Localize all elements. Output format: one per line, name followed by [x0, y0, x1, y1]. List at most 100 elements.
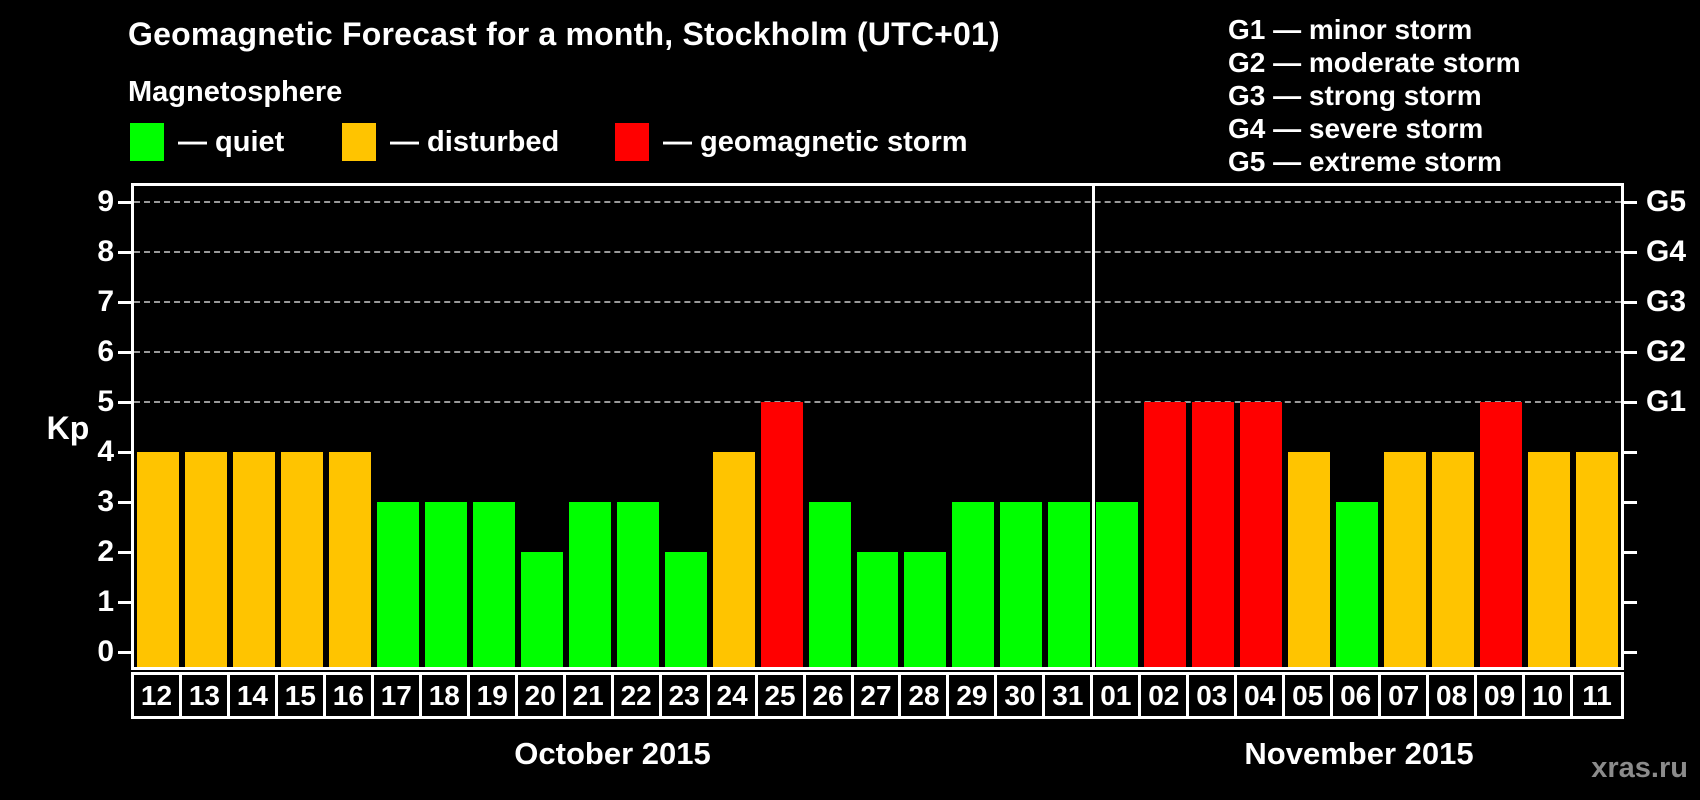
legend-label-storm: — geomagnetic storm [663, 125, 968, 158]
kp-bar-11 [1576, 452, 1618, 667]
legend-item-storm: — geomagnetic storm [615, 122, 968, 162]
y-tick-label-8: 8 [97, 235, 114, 268]
g-legend-line-g3: G3 — strong storm [1228, 80, 1482, 111]
day-label-25: 25 [758, 675, 806, 716]
right-axis-label-g1: G1 [1646, 385, 1687, 418]
month-caption-october: October 2015 [514, 736, 711, 771]
storm-color-swatch [615, 123, 649, 161]
right-tick-2 [1624, 550, 1637, 554]
kp-bar-27 [856, 552, 899, 667]
kp-bar-18 [424, 502, 467, 667]
day-label-23: 23 [662, 675, 710, 716]
y-tick-7 [118, 300, 131, 304]
y-tick-label-1: 1 [97, 585, 114, 618]
kp-bar-02 [1144, 402, 1187, 667]
day-label-27: 27 [854, 675, 902, 716]
y-tick-5 [118, 400, 131, 404]
gridline-kp9 [134, 201, 1621, 203]
kp-bar-28 [904, 552, 947, 667]
day-label-02: 02 [1141, 675, 1190, 716]
gridline-kp7 [134, 301, 1621, 303]
kp-bar-31 [1048, 502, 1091, 667]
gridline-kp6 [134, 351, 1621, 353]
kp-bar-22 [616, 502, 659, 667]
right-tick-8 [1624, 250, 1637, 254]
day-label-31: 31 [1045, 675, 1094, 716]
day-label-15: 15 [278, 675, 326, 716]
y-tick-6 [118, 350, 131, 354]
y-tick-label-3: 3 [97, 485, 114, 518]
y-tick-label-4: 4 [97, 435, 114, 468]
right-axis-label-g2: G2 [1646, 335, 1687, 368]
kp-bar-08 [1432, 452, 1475, 667]
right-tick-6 [1624, 350, 1637, 354]
day-label-08: 08 [1429, 675, 1478, 716]
magnetosphere-legend-heading: Magnetosphere [128, 76, 343, 108]
y-tick-9 [118, 200, 131, 204]
kp-bar-01 [1096, 502, 1139, 667]
page-title: Geomagnetic Forecast for a month, Stockh… [128, 16, 1000, 52]
right-axis-label-g4: G4 [1646, 235, 1687, 268]
day-label-04: 04 [1237, 675, 1286, 716]
right-tick-9 [1624, 200, 1637, 204]
quiet-color-swatch [130, 123, 164, 161]
day-label-19: 19 [470, 675, 518, 716]
y-axis-label: Kp [46, 410, 90, 446]
gridline-kp5 [134, 401, 1621, 403]
right-tick-3 [1624, 500, 1637, 504]
y-tick-8 [118, 250, 131, 254]
day-label-09: 09 [1477, 675, 1526, 716]
day-label-22: 22 [614, 675, 662, 716]
watermark: xras.ru [1591, 752, 1688, 784]
g-legend-line-g4: G4 — severe storm [1228, 113, 1484, 144]
day-label-28: 28 [901, 675, 950, 716]
kp-bar-14 [232, 452, 275, 667]
day-label-03: 03 [1189, 675, 1238, 716]
kp-bar-12 [137, 452, 179, 667]
kp-bar-09 [1480, 402, 1523, 667]
day-label-01: 01 [1093, 675, 1142, 716]
day-label-30: 30 [997, 675, 1046, 716]
g-legend-line-g2: G2 — moderate storm [1228, 47, 1521, 78]
plot-area [131, 183, 1624, 670]
y-tick-label-6: 6 [97, 335, 114, 368]
kp-bar-16 [328, 452, 371, 667]
y-tick-label-5: 5 [97, 385, 114, 418]
legend-item-disturbed: — disturbed [342, 122, 559, 162]
disturbed-color-swatch [342, 123, 376, 161]
day-label-24: 24 [710, 675, 758, 716]
kp-bar-03 [1192, 402, 1235, 667]
day-label-17: 17 [374, 675, 422, 716]
day-label-26: 26 [806, 675, 854, 716]
kp-bar-07 [1384, 452, 1427, 667]
day-label-11: 11 [1582, 679, 1612, 711]
right-tick-5 [1624, 400, 1637, 404]
kp-bar-20 [520, 552, 563, 667]
y-tick-label-7: 7 [97, 285, 114, 318]
y-tick-4 [118, 450, 131, 454]
y-tick-label-2: 2 [97, 535, 114, 568]
day-label-14: 14 [230, 675, 278, 716]
day-label-10: 10 [1525, 675, 1574, 716]
legend-item-quiet: — quiet [130, 122, 284, 162]
kp-bar-13 [184, 452, 227, 667]
month-caption-november: November 2015 [1244, 736, 1474, 771]
kp-bar-21 [568, 502, 611, 667]
kp-bar-04 [1240, 402, 1283, 667]
day-label-21: 21 [566, 675, 614, 716]
day-label-07: 07 [1381, 675, 1430, 716]
right-axis-label-g3: G3 [1646, 285, 1687, 318]
x-axis-day-labels: 12 13 14 15 16 17 18 19 20 21 22 23 24 25 26 27 28 29 30 31… [131, 672, 1624, 719]
kp-bar-29 [952, 502, 995, 667]
right-tick-7 [1624, 300, 1637, 304]
kp-bar-24 [712, 452, 755, 667]
right-tick-1 [1624, 600, 1637, 604]
kp-bar-23 [664, 552, 707, 667]
kp-bar-10 [1528, 452, 1571, 667]
y-tick-label-9: 9 [97, 185, 114, 218]
day-label-05: 05 [1285, 675, 1334, 716]
g-legend-line-g5: G5 — extreme storm [1228, 146, 1502, 177]
g-legend-line-g1: G1 — minor storm [1228, 14, 1473, 45]
right-tick-0 [1624, 650, 1637, 654]
